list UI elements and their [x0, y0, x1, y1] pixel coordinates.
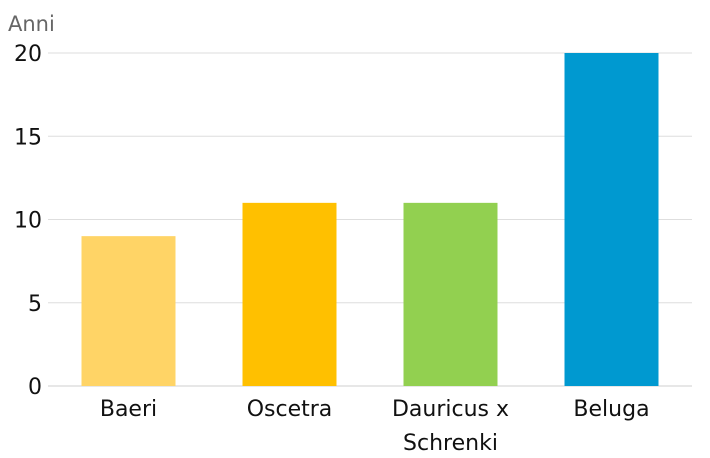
x-category-label: Dauricus x Schrenki — [392, 397, 509, 456]
bar-dauricus-x-schrenki — [403, 202, 498, 386]
bar-oscetra — [242, 202, 337, 386]
y-axis-ticks: 0 5 10 15 20 — [14, 42, 42, 400]
y-tick-label: 0 — [28, 375, 42, 400]
y-tick-label: 20 — [14, 42, 42, 67]
y-tick-label: 5 — [28, 292, 42, 317]
y-axis-unit-label: Anni — [8, 12, 55, 36]
x-category-label: Baeri — [100, 397, 157, 422]
y-tick-label: 10 — [14, 209, 42, 234]
bars — [81, 53, 659, 386]
x-axis-labels: Baeri Oscetra Dauricus x Schrenki Beluga — [100, 397, 650, 456]
bar-beluga — [564, 53, 659, 386]
bar-baeri — [81, 236, 176, 386]
x-category-label: Beluga — [573, 397, 649, 422]
y-tick-label: 15 — [14, 125, 42, 150]
x-category-label: Oscetra — [247, 397, 333, 422]
